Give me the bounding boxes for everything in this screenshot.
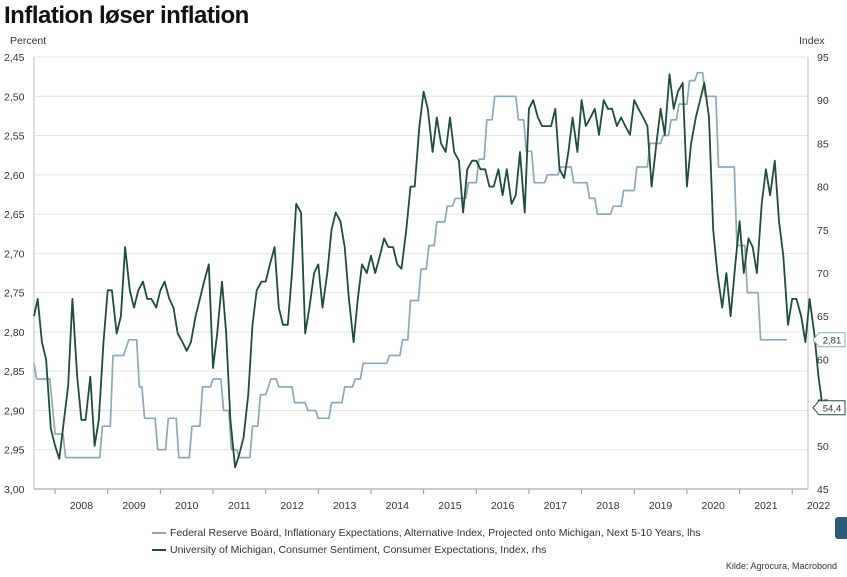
- x-tick-label: 2021: [754, 500, 778, 512]
- right-tick-label: 75: [817, 225, 829, 237]
- series-lines: [33, 71, 824, 469]
- left-tick-label: 2,45: [4, 52, 25, 64]
- left-tick-label: 2,55: [4, 131, 25, 143]
- legend-item-michigan-sentiment: University of Michigan, Consumer Sentime…: [152, 544, 546, 556]
- x-tick-label: 2015: [438, 500, 462, 512]
- right-tick-label: 95: [817, 52, 829, 64]
- end-value-label: 54,4: [823, 403, 842, 414]
- left-tick-label: 2,65: [4, 209, 25, 221]
- end-labels: 2,81 54,4: [812, 332, 846, 416]
- chart-title: Inflation løser inflation: [4, 2, 249, 29]
- right-tick-label: 70: [817, 268, 829, 280]
- x-tick-label: 2014: [386, 500, 410, 512]
- end-value-flag: [812, 332, 846, 348]
- right-tick-label: 45: [817, 484, 829, 496]
- left-tick-label: 2,85: [4, 366, 25, 378]
- left-tick-label: 2,60: [4, 170, 25, 182]
- brand-logo-icon: [835, 517, 847, 539]
- right-tick-label: 90: [817, 95, 829, 107]
- end-value-label: 2,81: [823, 335, 842, 346]
- left-tick-label: 2,50: [4, 91, 25, 103]
- left-tick-label: 2,70: [4, 248, 25, 260]
- x-tick-label: 2016: [491, 500, 515, 512]
- x-tick-label: 2011: [228, 500, 251, 512]
- x-tick-label: 2012: [280, 500, 304, 512]
- source-note: Kilde: Agrocura, Macrobond: [725, 561, 837, 571]
- right-tick-label: 85: [817, 138, 829, 150]
- end-value-flag: [812, 400, 846, 416]
- legend-item-fed-expectations: Federal Reserve Board, Inflationary Expe…: [152, 527, 701, 539]
- left-tick-label: 3,00: [4, 484, 25, 496]
- x-tick-label: 2013: [333, 500, 357, 512]
- fed-expectations-line: [33, 71, 787, 459]
- left-tick-label: 2,80: [4, 327, 25, 339]
- left-axis-label: Percent: [10, 35, 46, 47]
- gridlines: [34, 56, 808, 490]
- legend-label: University of Michigan, Consumer Sentime…: [170, 544, 547, 556]
- left-tick-label: 2,90: [4, 405, 25, 417]
- x-tick-label: 2018: [596, 500, 620, 512]
- right-tick-label: 50: [817, 441, 829, 453]
- x-tick-label: 2022: [807, 500, 831, 512]
- michigan-sentiment-line: [33, 73, 824, 469]
- left-tick-label: 2,75: [4, 288, 25, 300]
- left-tick-label: 2,95: [4, 445, 25, 457]
- x-tick-label: 2009: [122, 500, 146, 512]
- right-tick-label: 60: [817, 354, 829, 366]
- right-tick-label: 65: [817, 311, 829, 323]
- x-tick-label: 2010: [175, 500, 199, 512]
- right-tick-label: 80: [817, 182, 829, 194]
- legend-label: Federal Reserve Board, Inflationary Expe…: [170, 527, 701, 539]
- legend-swatch: [152, 532, 166, 535]
- x-tick-label: 2017: [544, 500, 568, 512]
- legend-swatch: [152, 549, 166, 552]
- x-tick-label: 2019: [649, 500, 673, 512]
- x-tick-label: 2008: [70, 500, 94, 512]
- x-tick-label: 2020: [702, 500, 726, 512]
- right-axis-label: Index: [799, 35, 825, 47]
